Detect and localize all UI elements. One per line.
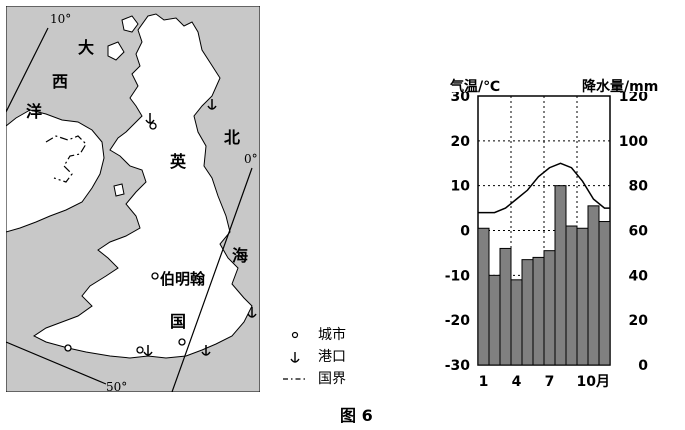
precip-bar (488, 274, 501, 366)
precip-bar (576, 227, 589, 366)
chart-title-precipitation: 降水量/mm (582, 79, 659, 95)
precip-bar (532, 256, 545, 366)
temp-tick-label: -20 (445, 313, 471, 329)
sea-char-xi: 西 (52, 72, 69, 91)
precip-tick-label: 100 (619, 134, 648, 150)
temperature-line (478, 162, 610, 214)
month-tick-label: 10月 (577, 374, 610, 390)
meridian-0 (171, 167, 253, 392)
legend-label-border: 国界 (318, 371, 346, 387)
precip-tick-label: 80 (629, 179, 649, 195)
parallel-50n (6, 341, 107, 385)
national-border (45, 135, 87, 183)
precip-bar (477, 227, 490, 366)
precip-bar (565, 225, 578, 366)
border-line-icon (280, 370, 310, 388)
temp-tick-label: 30 (451, 92, 471, 105)
legend-label-city: 城市 (318, 327, 346, 343)
precip-bar (554, 185, 567, 366)
temp-tick-label: -30 (445, 358, 471, 374)
precip-bar (521, 259, 534, 366)
meridian-10w (6, 27, 49, 113)
precip-tick-label: 20 (629, 313, 649, 329)
precip-bar (543, 250, 556, 366)
precip-bar (598, 221, 611, 366)
month-tick-label: 1 (479, 374, 489, 390)
island-man (113, 183, 125, 197)
figure-caption: 图 6 (340, 406, 373, 425)
map-panel: 10° 0° 50° 大 西 洋 北 海 英 国 伯明翰 (6, 6, 260, 394)
island-west (107, 41, 125, 61)
precip-bar (499, 247, 512, 366)
climate-chart: -30 -20 -10 0 10 20 30 0 20 40 60 80 100 120 1 4 7 10月 (445, 92, 649, 390)
precip-tick-label: 0 (638, 358, 648, 374)
lon-label-0: 0° (244, 152, 258, 166)
sea-char-bei: 北 (224, 128, 241, 147)
temp-tick-label: 10 (451, 179, 471, 195)
temp-tick-label: 0 (460, 224, 470, 240)
legend-label-port: 港口 (318, 349, 346, 365)
precip-tick-label: 40 (629, 268, 649, 284)
precip-tick-label: 60 (629, 224, 649, 240)
month-tick-label: 4 (512, 374, 522, 390)
port-anchor-icons (143, 99, 257, 356)
city-dot-icons (64, 122, 186, 354)
anchor-icon (280, 348, 310, 366)
precip-bar (510, 279, 523, 366)
month-tick-label: 7 (545, 374, 555, 390)
precip-tick-label: 120 (619, 92, 648, 105)
temp-tick-label: 20 (451, 134, 471, 150)
island-north (121, 15, 139, 33)
lat-label-50n: 50° (106, 380, 128, 394)
sea-char-da: 大 (78, 38, 95, 57)
ireland-landmass (6, 109, 105, 233)
city-label-birmingham: 伯明翰 (160, 270, 206, 288)
chart-title-temperature: 气温/℃ (450, 79, 501, 95)
sea-char-yang: 洋 (26, 102, 43, 121)
map-svg (6, 6, 260, 392)
temp-tick-label: -10 (445, 268, 471, 284)
country-char-guo: 国 (170, 312, 187, 331)
lon-label-10w: 10° (50, 12, 72, 26)
sea-char-hai: 海 (232, 246, 249, 265)
country-char-ying: 英 (170, 152, 187, 171)
precip-bar (587, 205, 600, 366)
city-dot-icon (280, 326, 310, 344)
